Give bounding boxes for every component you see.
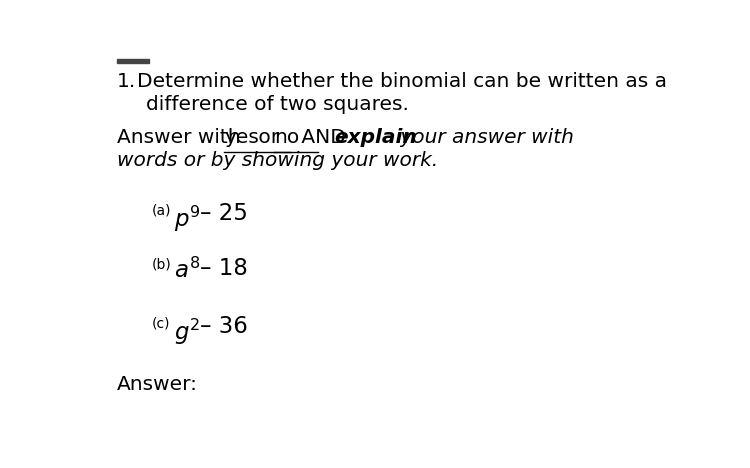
- Text: your answer with: your answer with: [394, 128, 574, 147]
- Text: or: or: [252, 128, 285, 147]
- Bar: [117, 59, 149, 63]
- Text: explain: explain: [334, 128, 416, 147]
- Text: Answer with: Answer with: [117, 128, 247, 147]
- Text: yes: yes: [224, 128, 259, 147]
- Text: – 18: – 18: [200, 256, 248, 279]
- Text: 1.: 1.: [117, 73, 136, 91]
- Text: (b): (b): [152, 258, 172, 272]
- Text: Determine whether the binomial can be written as a: Determine whether the binomial can be wr…: [137, 73, 668, 91]
- Text: – 36: – 36: [200, 315, 248, 338]
- Text: $\it{g}^{2}$: $\it{g}^{2}$: [174, 316, 200, 346]
- Text: – 25: – 25: [200, 203, 248, 226]
- Text: $\it{p}^{9}$: $\it{p}^{9}$: [174, 204, 200, 234]
- Text: (a): (a): [152, 204, 171, 218]
- Text: (c): (c): [152, 316, 170, 330]
- Text: no: no: [274, 128, 299, 147]
- Text: $\it{a}^{8}$: $\it{a}^{8}$: [174, 258, 200, 283]
- Text: difference of two squares.: difference of two squares.: [146, 95, 409, 114]
- Text: words or by showing your work.: words or by showing your work.: [117, 151, 438, 169]
- Text: AND: AND: [295, 128, 352, 147]
- Text: Answer:: Answer:: [117, 375, 198, 394]
